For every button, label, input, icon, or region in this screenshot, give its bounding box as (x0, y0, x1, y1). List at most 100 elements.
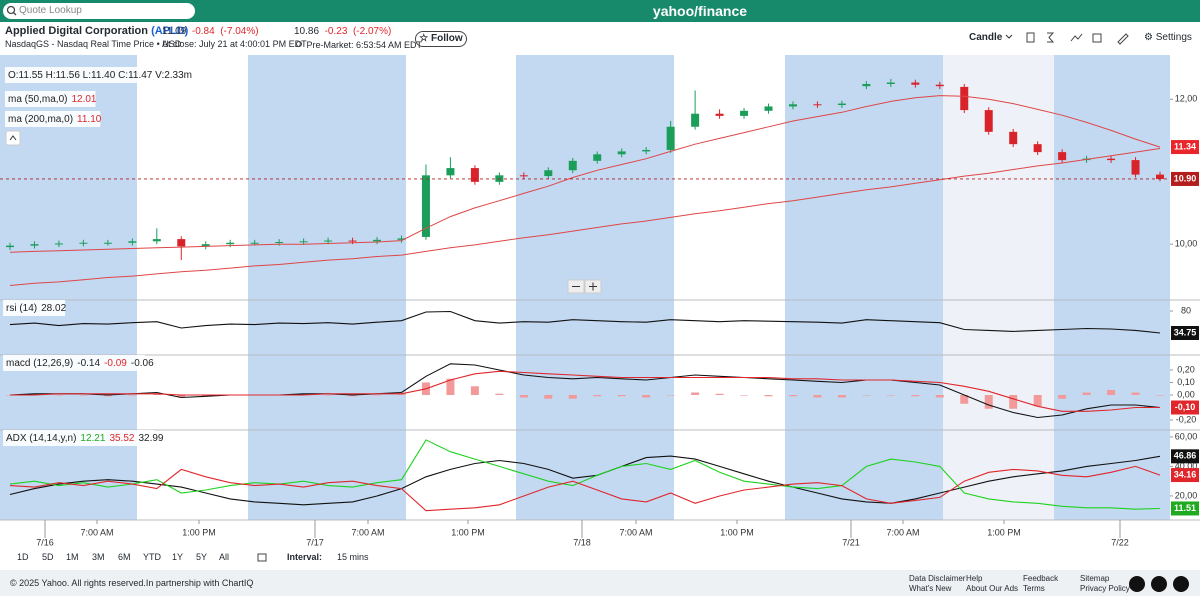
icon-events[interactable] (1092, 33, 1102, 43)
settings-button[interactable]: ⚙ Settings (1144, 32, 1192, 43)
calendar-icon[interactable] (257, 552, 267, 562)
legend-value: -0.09 (104, 358, 127, 369)
x-tick-label: 7/21 (842, 537, 860, 547)
histogram-bar (152, 393, 161, 395)
price-label-box (1171, 140, 1199, 155)
y-tick-label: 60,00 (1175, 431, 1198, 441)
ticker: (APLD) (151, 25, 189, 37)
linkedin-icon[interactable] (1173, 576, 1189, 592)
range-button[interactable]: 1M (66, 552, 79, 562)
x-tick-label: 7/18 (573, 537, 591, 547)
value-label: 46.86 (1174, 451, 1197, 461)
top-bar: Quote Lookup yahoo/finance (0, 0, 1200, 22)
candle-body (373, 239, 382, 242)
x-tick-label: 7:00 AM (886, 527, 919, 537)
histogram-bar (30, 393, 39, 395)
range-button[interactable]: 5Y (196, 552, 208, 562)
chart-type-button[interactable]: Candle (969, 32, 1013, 43)
candle-body (1009, 131, 1018, 145)
histogram-bar (568, 395, 577, 399)
candle-body (911, 82, 920, 85)
footer-link[interactable]: Sitemap (1080, 574, 1110, 583)
histogram-bar (177, 395, 186, 398)
logo[interactable]: yahoo/finance (652, 3, 748, 19)
icon-indicators[interactable] (1047, 32, 1055, 43)
candle-body (642, 149, 651, 152)
legend-value: -0.06 (131, 358, 154, 369)
candle-body (1058, 152, 1067, 161)
session-band (248, 55, 406, 520)
candle-body (397, 238, 406, 240)
range-button[interactable]: YTD (143, 552, 161, 562)
range-button[interactable]: 1Y (172, 552, 184, 562)
series-line (9, 148, 1161, 286)
footer-link[interactable]: About Our Ads (966, 584, 1019, 593)
range-button[interactable]: All (219, 552, 230, 562)
footer-link[interactable]: Feedback (1023, 574, 1059, 583)
y-tick-label: 12,00 (1175, 94, 1198, 104)
interval-value[interactable]: 15 mins (337, 552, 369, 562)
company-name: Applied Digital Corporation (5, 25, 148, 37)
follow-button[interactable]: ☆ Follow (415, 31, 467, 47)
close-price: 11.09 (162, 26, 187, 37)
search-icon (6, 5, 17, 16)
histogram-bar (519, 395, 528, 398)
icon-pen[interactable] (1117, 33, 1129, 45)
range-button[interactable]: 1D (17, 552, 29, 562)
range-button[interactable]: 5D (42, 552, 54, 562)
histogram-bar (935, 395, 944, 398)
histogram-bar (495, 393, 504, 395)
value-label: 34.16 (1174, 469, 1197, 479)
candle-body (593, 154, 602, 161)
x-icon[interactable] (1129, 576, 1145, 592)
histogram-bar (446, 378, 455, 395)
legend-box (5, 111, 101, 127)
price-label: 10.90 (1174, 173, 1197, 183)
toolbar-icons (1026, 32, 1129, 45)
collapse-button[interactable] (5, 130, 21, 146)
icon-compare[interactable] (1026, 32, 1035, 43)
histogram-bar (960, 395, 969, 404)
range-button[interactable]: 6M (118, 552, 131, 562)
x-tick-label: 7:00 AM (80, 527, 113, 537)
histogram-bar (1082, 392, 1091, 395)
value-label: 34.75 (1174, 327, 1197, 337)
zoom-in-glyph (589, 282, 597, 291)
candle-body (764, 106, 773, 111)
value-label: -0,10 (1175, 402, 1196, 412)
legend-value: 12.21 (80, 433, 105, 444)
legend-box (3, 430, 155, 446)
histogram-bar (666, 395, 675, 396)
footer-link[interactable]: Privacy Policy (1080, 584, 1130, 593)
facebook-icon[interactable] (1151, 576, 1167, 592)
sun-icon (296, 41, 302, 47)
range-button[interactable]: 3M (92, 552, 105, 562)
collapse-caret (9, 135, 17, 141)
social-icons (1129, 576, 1189, 592)
plot-layer (0, 78, 1170, 512)
y-tick-label: 0,00 (1177, 389, 1195, 399)
legend-value: 35.52 (109, 433, 134, 444)
footer-link[interactable]: Terms (1023, 584, 1045, 593)
candle-body (275, 242, 284, 244)
candle-body (935, 84, 944, 87)
legend-label: ADX (14,14,y,n) (6, 433, 76, 444)
footer-link[interactable]: Data Disclaimer (909, 574, 966, 583)
icon-draw[interactable] (1070, 33, 1083, 42)
y-tick-label: 20,00 (1175, 490, 1198, 500)
series-name: ma (200,ma,0) (8, 114, 73, 125)
candle-body (1107, 158, 1116, 161)
candle-body (666, 126, 675, 150)
search-box[interactable]: Quote Lookup (3, 3, 195, 19)
x-tick-label: 1:00 PM (987, 527, 1021, 537)
chart: 10,00 12,00 O:11.55 H:11.56 L:11.40 C:11.4… (0, 55, 1200, 547)
close-quote: 11.09 -0.84 (-7.04%) (162, 26, 259, 37)
footer-link[interactable]: Help (966, 574, 983, 583)
search-placeholder: Quote Lookup (19, 5, 82, 16)
candle-body (103, 242, 112, 244)
legend: macd (12,26,9) -0.14 -0.09 -0.06 (6, 358, 154, 369)
footer-link[interactable]: What's New (909, 584, 952, 593)
histogram-bar (911, 395, 920, 397)
candle-body (128, 241, 137, 243)
